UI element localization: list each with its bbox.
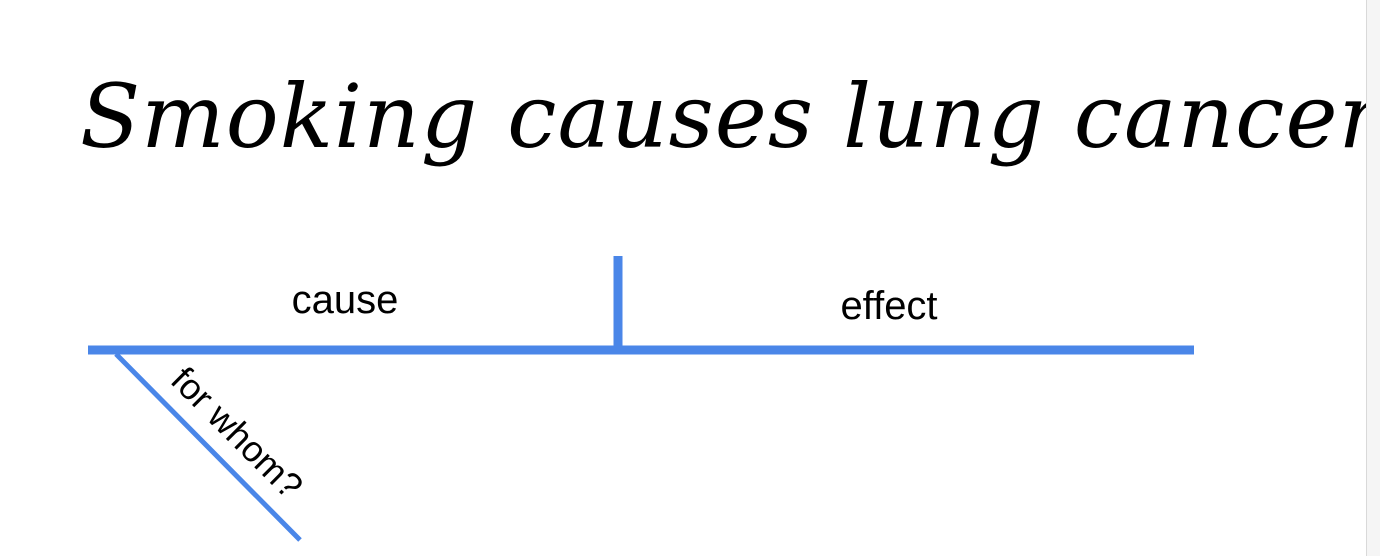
sentence-title: Smoking causes lung cancer <box>80 65 1380 168</box>
modifier-branch <box>114 352 302 542</box>
branch-label: for whom? <box>163 359 311 507</box>
cause-label: cause <box>292 278 399 322</box>
page-edge <box>1366 0 1380 556</box>
effect-label: effect <box>840 284 937 328</box>
